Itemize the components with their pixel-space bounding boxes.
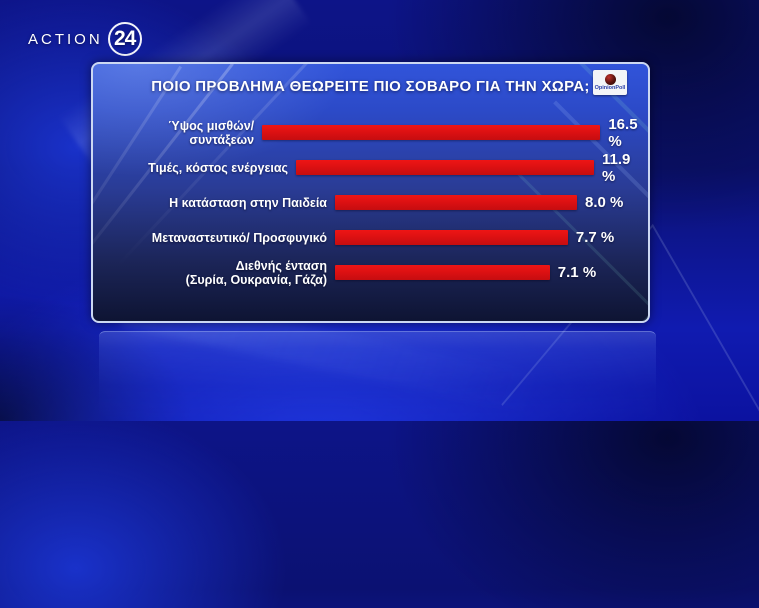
channel-logo: ACTION 24 bbox=[28, 22, 142, 56]
channel-logo-number: 24 bbox=[113, 27, 136, 50]
value-label: 16.5 % bbox=[608, 115, 638, 150]
poll-panel: ΠΟΙΟ ΠΡΟΒΛΗΜΑ ΘΕΩΡΕΙΤΕ ΠΙΟ ΣΟΒΑΡΟ ΓΙΑ ΤΗ… bbox=[91, 62, 650, 323]
category-label: Μεταναστευτικό/ Προσφυγικό bbox=[151, 230, 327, 245]
chart-row: Ύψος μισθών/ συντάξεων 16.5 % bbox=[101, 115, 640, 150]
value-label: 7.7 % bbox=[575, 229, 615, 246]
pollster-logo-icon bbox=[604, 73, 616, 85]
panel-reflection bbox=[99, 331, 656, 422]
category-label: Τιμές, κόστος ενέργειας bbox=[148, 160, 289, 175]
category-label: Διεθνής ένταση (Συρία, Ουκρανία, Γάζα) bbox=[185, 258, 327, 287]
channel-logo-circle-icon: 24 bbox=[107, 22, 142, 56]
chart-row: Η κατάσταση στην Παιδεία 8.0 % bbox=[101, 185, 640, 220]
bar bbox=[262, 125, 601, 140]
bar bbox=[335, 230, 568, 245]
pollster-badge-label: OpinionPoll bbox=[594, 84, 626, 91]
channel-logo-text: ACTION bbox=[28, 30, 103, 48]
bar bbox=[335, 195, 577, 210]
poll-question-title: ΠΟΙΟ ΠΡΟΒΛΗΜΑ ΘΕΩΡΕΙΤΕ ΠΙΟ ΣΟΒΑΡΟ ΓΙΑ ΤΗ… bbox=[151, 78, 590, 95]
chart-rows: Ύψος μισθών/ συντάξεων 16.5 % Τιμές, κόστο… bbox=[101, 115, 640, 290]
pollster-badge: OpinionPoll bbox=[593, 70, 627, 95]
chart-row: Μεταναστευτικό/ Προσφυγικό 7.7 % bbox=[101, 220, 640, 255]
value-label: 11.9 % bbox=[602, 150, 631, 185]
chart-row: Τιμές, κόστος ενέργειας 11.9 % bbox=[101, 150, 640, 185]
category-label: Η κατάσταση στην Παιδεία bbox=[169, 195, 327, 210]
value-label: 7.1 % bbox=[557, 264, 597, 281]
chart-row: Διεθνής ένταση (Συρία, Ουκρανία, Γάζα) 7.1… bbox=[101, 255, 640, 290]
bar bbox=[296, 160, 595, 175]
bar bbox=[335, 265, 550, 280]
value-label: 8.0 % bbox=[585, 194, 624, 211]
category-label: Ύψος μισθών/ συντάξεων bbox=[168, 118, 255, 147]
